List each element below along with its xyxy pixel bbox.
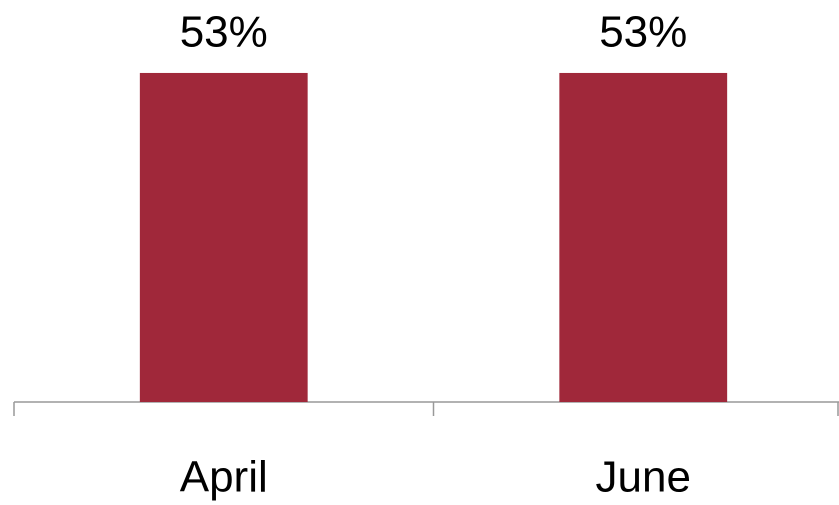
bar — [139, 72, 308, 402]
x-tick-label: June — [596, 453, 691, 502]
x-tick-label: April — [180, 453, 268, 502]
bar — [559, 72, 728, 402]
data-label: 53% — [599, 8, 687, 57]
data-label: 53% — [180, 8, 268, 57]
